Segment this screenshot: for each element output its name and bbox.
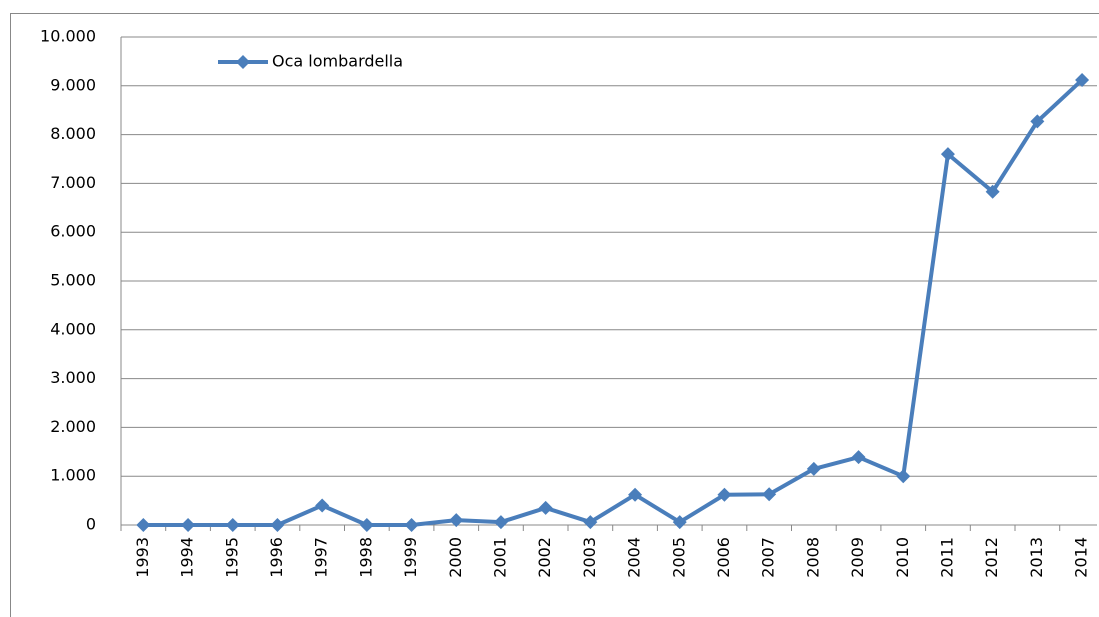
data-point <box>806 461 821 476</box>
y-tick-label: 7.000 <box>50 173 96 192</box>
data-point <box>985 184 1000 199</box>
y-tick-label: 1.000 <box>50 466 96 485</box>
data-point <box>1030 114 1045 129</box>
data-point <box>717 487 732 502</box>
x-tick-label: 2010 <box>893 537 912 578</box>
y-tick-label: 2.000 <box>50 417 96 436</box>
data-point <box>225 518 240 532</box>
data-point <box>538 500 553 515</box>
y-tick-label: 5.000 <box>50 271 96 290</box>
data-point <box>359 518 374 532</box>
data-point <box>851 450 866 465</box>
y-tick-label: 6.000 <box>50 222 96 241</box>
y-tick-label: 4.000 <box>50 319 96 338</box>
data-point <box>940 147 955 162</box>
x-tick-label: 2011 <box>937 537 956 578</box>
x-tick-label: 2000 <box>446 537 465 578</box>
x-tick-label: 2003 <box>580 537 599 578</box>
x-tick-label: 2008 <box>803 537 822 578</box>
x-tick-label: 2002 <box>535 537 554 578</box>
legend-label: Oca lombardella <box>272 52 403 71</box>
data-point <box>493 515 508 530</box>
data-point <box>181 518 196 532</box>
data-point <box>896 469 911 484</box>
x-tick-label: 1994 <box>178 537 197 578</box>
y-tick-label: 3.000 <box>50 368 96 387</box>
data-point <box>762 487 777 502</box>
x-tick-label: 2005 <box>669 537 688 578</box>
x-tick-label: 2006 <box>714 537 733 578</box>
data-point <box>449 513 464 528</box>
data-point <box>136 518 151 532</box>
series-line <box>143 78 1084 527</box>
x-tick-label: 2014 <box>1072 537 1091 578</box>
x-tick-label: 1998 <box>356 537 375 578</box>
data-point <box>628 487 643 502</box>
x-tick-label: 2001 <box>490 537 509 578</box>
y-tick-label: 9.000 <box>50 75 96 94</box>
x-tick-label: 1997 <box>312 537 331 578</box>
y-tick-label: 0 <box>86 515 96 534</box>
data-point <box>1075 72 1090 87</box>
legend-marker <box>236 55 250 69</box>
x-tick-label: 1999 <box>401 537 420 578</box>
x-tick-label: 1995 <box>222 537 241 578</box>
x-tick-label: 1996 <box>267 537 286 578</box>
y-tick-label: 10.000 <box>40 27 96 46</box>
x-tick-label: 2012 <box>982 537 1001 578</box>
x-tick-label: 2004 <box>625 537 644 578</box>
data-point <box>270 518 285 532</box>
x-tick-label: 2013 <box>1027 537 1046 578</box>
x-tick-label: 1993 <box>133 537 152 578</box>
y-tick-label: 8.000 <box>50 124 96 143</box>
x-tick-label: 2007 <box>759 537 778 578</box>
data-point <box>583 515 598 530</box>
data-point <box>404 518 419 532</box>
x-tick-label: 2009 <box>848 537 867 578</box>
data-point <box>672 515 687 530</box>
chart-border <box>10 13 1099 617</box>
data-point <box>315 498 330 513</box>
